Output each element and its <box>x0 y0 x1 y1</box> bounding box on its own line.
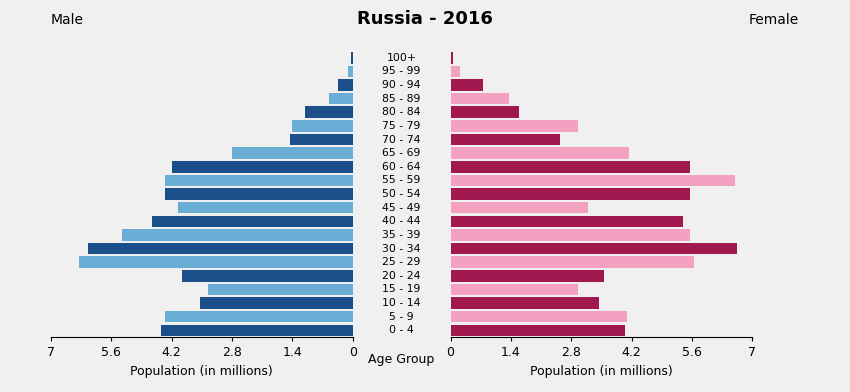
Text: 30 - 34: 30 - 34 <box>382 243 421 254</box>
Bar <box>450 79 483 91</box>
Bar <box>79 256 353 268</box>
Text: 60 - 64: 60 - 64 <box>382 162 421 172</box>
Text: Female: Female <box>749 13 799 27</box>
Text: 90 - 94: 90 - 94 <box>382 80 421 90</box>
Bar <box>152 216 353 227</box>
Text: 100+: 100+ <box>387 53 416 63</box>
Bar <box>450 93 508 104</box>
Text: 20 - 24: 20 - 24 <box>382 271 421 281</box>
Bar <box>88 243 353 254</box>
Text: 85 - 89: 85 - 89 <box>382 94 421 103</box>
Bar <box>450 243 737 254</box>
Bar <box>305 107 353 118</box>
Bar <box>172 161 353 172</box>
Text: Russia - 2016: Russia - 2016 <box>357 10 493 28</box>
Text: 15 - 19: 15 - 19 <box>382 285 421 294</box>
Bar <box>450 256 694 268</box>
Bar <box>450 188 689 200</box>
Bar <box>450 229 689 241</box>
Bar <box>200 297 353 309</box>
Bar <box>450 216 683 227</box>
Bar <box>161 325 353 336</box>
Text: 35 - 39: 35 - 39 <box>382 230 421 240</box>
Bar <box>450 65 460 77</box>
Bar <box>450 325 625 336</box>
Text: 0 - 4: 0 - 4 <box>389 325 414 335</box>
Text: 95 - 99: 95 - 99 <box>382 66 421 76</box>
Text: 10 - 14: 10 - 14 <box>382 298 421 308</box>
Bar <box>450 52 453 64</box>
Bar <box>178 202 353 214</box>
Bar <box>329 93 353 104</box>
Bar <box>450 311 627 323</box>
Bar <box>450 297 599 309</box>
Bar <box>450 161 689 172</box>
X-axis label: Population (in millions): Population (in millions) <box>530 365 672 378</box>
Bar <box>450 107 519 118</box>
Text: 65 - 69: 65 - 69 <box>382 148 421 158</box>
Bar <box>450 147 629 159</box>
Bar <box>292 120 353 132</box>
Bar <box>337 79 353 91</box>
Bar <box>450 284 578 295</box>
Bar <box>450 120 578 132</box>
Bar <box>348 65 353 77</box>
Bar <box>350 52 353 64</box>
Bar <box>232 147 353 159</box>
Bar <box>165 188 353 200</box>
Text: 55 - 59: 55 - 59 <box>382 175 421 185</box>
Text: Age Group: Age Group <box>369 353 434 366</box>
Bar <box>183 270 353 281</box>
Text: 45 - 49: 45 - 49 <box>382 203 421 213</box>
Text: 80 - 84: 80 - 84 <box>382 107 421 117</box>
Text: 75 - 79: 75 - 79 <box>382 121 421 131</box>
Text: 70 - 74: 70 - 74 <box>382 134 421 145</box>
X-axis label: Population (in millions): Population (in millions) <box>131 365 273 378</box>
Bar <box>165 174 353 186</box>
Bar <box>122 229 353 241</box>
Bar <box>165 311 353 323</box>
Bar <box>450 270 604 281</box>
Bar <box>450 134 560 145</box>
Bar <box>208 284 353 295</box>
Bar <box>290 134 353 145</box>
Bar <box>450 174 735 186</box>
Text: Male: Male <box>51 13 84 27</box>
Text: 25 - 29: 25 - 29 <box>382 257 421 267</box>
Bar <box>450 202 588 214</box>
Text: 5 - 9: 5 - 9 <box>389 312 414 322</box>
Text: 50 - 54: 50 - 54 <box>382 189 421 199</box>
Text: 40 - 44: 40 - 44 <box>382 216 421 226</box>
